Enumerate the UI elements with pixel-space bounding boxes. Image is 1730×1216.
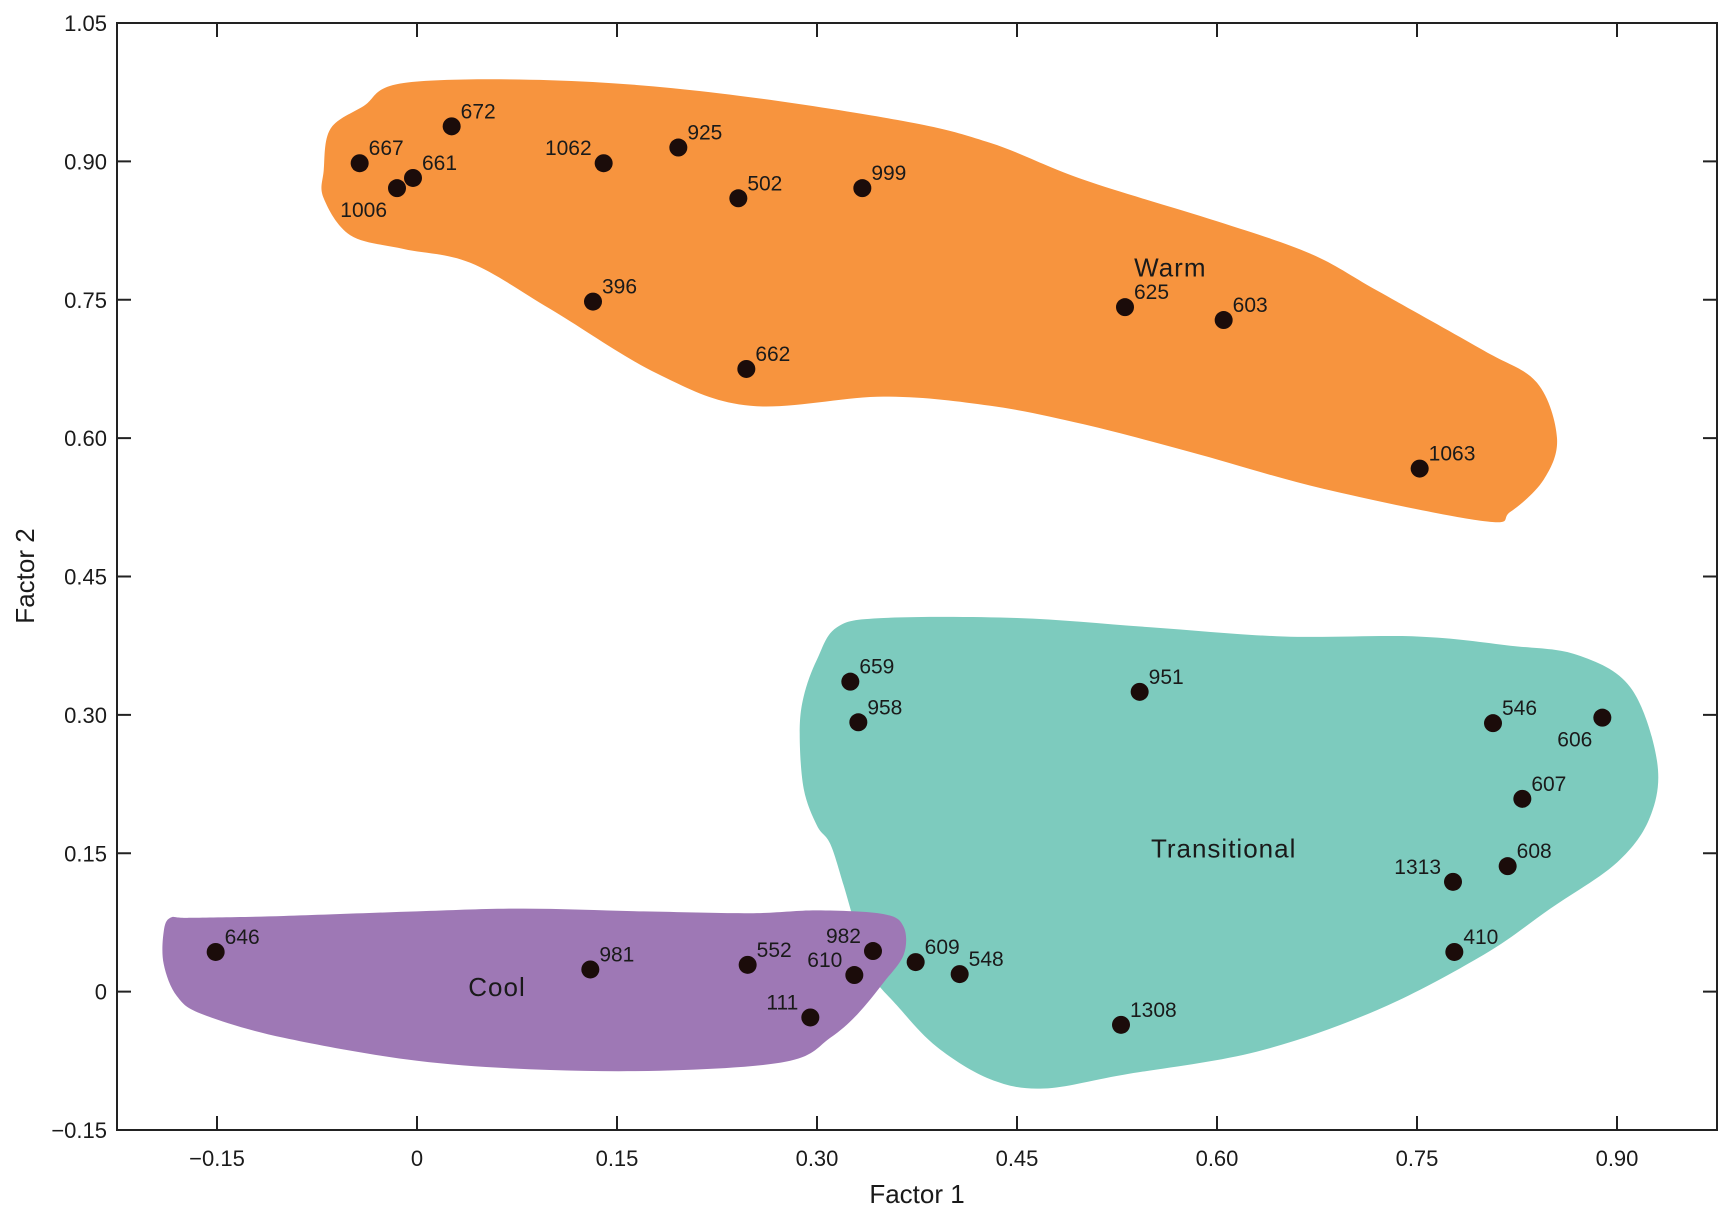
region-transitional xyxy=(799,616,1659,1089)
point-label: 111 xyxy=(766,991,798,1014)
y-tick-label: 0.30 xyxy=(64,703,107,728)
region-label-warm: Warm xyxy=(1134,252,1206,282)
data-point xyxy=(729,189,748,208)
point-label: 603 xyxy=(1233,294,1268,317)
point-label: 667 xyxy=(369,137,404,160)
data-point xyxy=(1484,714,1502,733)
x-tick-label: 0.30 xyxy=(796,1146,839,1171)
x-tick-label: −0.15 xyxy=(189,1146,245,1171)
data-point xyxy=(849,713,868,732)
data-point xyxy=(206,942,225,961)
point-label: 606 xyxy=(1557,729,1592,752)
point-label: 646 xyxy=(225,926,260,949)
data-point xyxy=(864,942,882,961)
data-point xyxy=(581,960,600,979)
point-label: 625 xyxy=(1134,281,1169,304)
point-label: 610 xyxy=(807,949,842,972)
y-axis-title: Factor 2 xyxy=(10,528,40,623)
x-tick-label: 0.75 xyxy=(1396,1146,1439,1171)
data-point xyxy=(1116,298,1134,317)
point-label: 981 xyxy=(599,943,634,966)
point-label: 608 xyxy=(1517,840,1552,863)
point-label: 502 xyxy=(747,172,782,195)
data-point xyxy=(1445,942,1464,961)
data-point xyxy=(950,965,969,984)
region-warm xyxy=(321,79,1558,523)
y-tick-label: 0.75 xyxy=(64,288,107,313)
axis-ticks: −0.15 0 0.15 0.30 0.45 0.60 0.75 0.90 −0.15 0 0.15… xyxy=(51,11,1717,1171)
point-label: 609 xyxy=(925,936,960,959)
point-label: 661 xyxy=(422,152,457,175)
point-label: 958 xyxy=(867,696,902,719)
point-label: 925 xyxy=(687,122,722,145)
point-label: 396 xyxy=(602,276,637,299)
y-tick-label: 1.05 xyxy=(64,11,107,36)
data-point xyxy=(1214,311,1233,330)
point-label: 659 xyxy=(859,656,894,679)
x-tick-label: 0.60 xyxy=(1196,1146,1239,1171)
x-tick-label: 0.15 xyxy=(596,1146,639,1171)
data-point xyxy=(350,154,369,173)
x-tick-label: 0.45 xyxy=(996,1146,1039,1171)
data-point xyxy=(1593,708,1612,727)
y-tick-label: −0.15 xyxy=(51,1118,107,1143)
data-point xyxy=(1498,857,1517,876)
data-points: 672 667 661 1006 1062 925 502 999 396 662 625 603 10… xyxy=(206,100,1612,1034)
data-point xyxy=(737,359,756,378)
y-tick-label: 0 xyxy=(95,980,107,1005)
point-label: 1062 xyxy=(545,137,592,160)
data-point xyxy=(442,117,461,136)
y-tick-label: 0.15 xyxy=(64,841,107,866)
point-label: 1063 xyxy=(1429,443,1476,466)
y-tick-label: 0.60 xyxy=(64,426,107,451)
data-point xyxy=(801,1008,820,1027)
data-point xyxy=(738,955,757,974)
point-label: 546 xyxy=(1502,697,1537,720)
point-label: 1006 xyxy=(340,199,387,222)
point-label: 607 xyxy=(1531,773,1566,796)
point-label: 548 xyxy=(969,948,1004,971)
data-point xyxy=(584,292,602,311)
x-tick-label: 0.90 xyxy=(1596,1146,1639,1171)
region-label-cool: Cool xyxy=(468,972,525,1002)
point-label: 410 xyxy=(1463,926,1498,949)
data-point xyxy=(594,154,613,173)
data-point xyxy=(853,179,872,198)
data-point xyxy=(1444,872,1462,891)
point-label: 552 xyxy=(757,939,792,962)
point-label: 951 xyxy=(1149,666,1184,689)
data-point xyxy=(841,672,860,691)
data-point xyxy=(669,138,688,157)
data-point xyxy=(404,168,422,187)
data-point xyxy=(845,966,864,985)
data-point xyxy=(1410,459,1429,478)
x-tick-label: 0 xyxy=(411,1146,423,1171)
region-cool xyxy=(162,908,907,1072)
data-point xyxy=(388,179,406,198)
data-point xyxy=(1513,789,1532,808)
region-label-transitional: Transitional xyxy=(1151,834,1296,864)
point-label: 1313 xyxy=(1394,856,1441,879)
data-point xyxy=(1130,682,1149,701)
point-label: 999 xyxy=(871,162,906,185)
data-point xyxy=(906,953,925,972)
point-label: 1308 xyxy=(1130,999,1177,1022)
point-label: 662 xyxy=(755,343,790,366)
data-point xyxy=(1112,1015,1130,1034)
point-label: 672 xyxy=(461,100,496,123)
x-axis-title: Factor 1 xyxy=(869,1179,964,1209)
y-tick-label: 0.90 xyxy=(64,149,107,174)
point-label: 982 xyxy=(826,925,861,948)
group-regions: Warm Transitional Cool xyxy=(162,79,1659,1089)
y-tick-label: 0.45 xyxy=(64,565,107,590)
